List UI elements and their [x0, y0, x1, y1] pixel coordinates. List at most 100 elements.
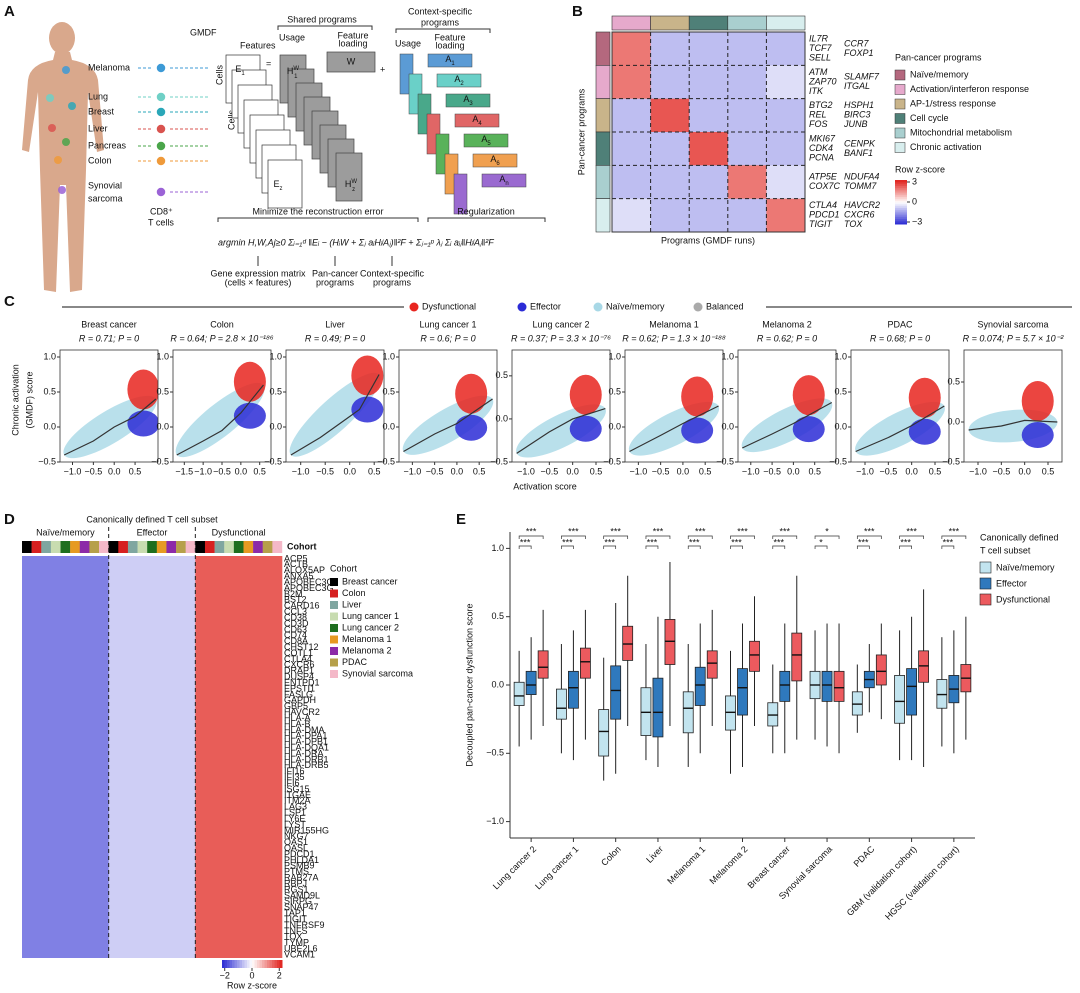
x-tick-label: −0.5: [879, 466, 897, 476]
y-tick-label: 1.0: [834, 351, 847, 361]
gene-label: SAMD9L: [284, 890, 320, 900]
colorbar-step: [895, 185, 907, 188]
trend-line: [855, 405, 945, 453]
bracket: [687, 545, 701, 549]
cell: [155, 91, 167, 103]
matrix-label: An: [499, 174, 508, 186]
cell: [155, 186, 167, 198]
heat-cell: [766, 198, 806, 233]
heat-cell: [612, 198, 651, 233]
x-tick-label: Lung cancer 2: [491, 844, 538, 891]
gene-label: ITGAL: [844, 81, 870, 91]
bracket: [518, 545, 532, 549]
legend-swatch: [979, 561, 992, 574]
colorbar-step: [249, 960, 253, 968]
heat-cell: [689, 98, 729, 133]
heat-cell: [727, 132, 767, 166]
matrix-label: A6: [490, 154, 500, 166]
legend-swatch: [330, 635, 338, 644]
column-bar: [650, 15, 690, 31]
axis-note: loading: [435, 40, 464, 50]
cohort-cell: [195, 541, 206, 553]
brace: [277, 25, 373, 30]
colorbar-step: [895, 211, 907, 214]
gene-label: SIRPG: [284, 896, 312, 906]
bracket: [856, 545, 870, 549]
legend-label: Naïve/memory: [606, 301, 665, 311]
chart-title: Canonically defined T cell subset: [86, 514, 218, 524]
significance: ***: [647, 537, 658, 547]
heat-cell: [650, 132, 690, 166]
legend-label: Liver: [342, 599, 362, 609]
subset-label: Naïve/memory: [36, 527, 95, 537]
y-tick-label: 1.0: [721, 351, 734, 361]
colorbar-step: [234, 960, 238, 968]
gene-label: SNAP47: [284, 902, 319, 912]
colorbar-step: [269, 960, 273, 968]
row-bar: [595, 131, 611, 166]
effector-cloud: [455, 414, 488, 441]
legend-marker: [409, 302, 419, 312]
x-tick-label: −1.0: [292, 466, 310, 476]
label-sub: z: [280, 186, 283, 192]
box: [580, 647, 591, 679]
body: [22, 52, 104, 292]
legend-swatch: [330, 612, 338, 621]
subplot-title: Melanoma 2: [762, 319, 812, 329]
x-tick-label: −1.0: [64, 466, 82, 476]
heat-cell: [612, 32, 651, 66]
point-cloud: [855, 377, 945, 456]
subplot-title: Breast cancer: [81, 319, 137, 329]
gene-label: REL: [809, 110, 827, 120]
legend-title: Cohort: [330, 563, 358, 573]
y-tick-label: 0.5: [947, 376, 960, 386]
gene-label: TOMM7: [844, 181, 877, 191]
x-tick-label: −1.0: [742, 466, 760, 476]
x-tick-label: −1.0: [194, 466, 212, 476]
matrix-label: HW 1: [287, 66, 300, 80]
gene-label: ATP5E: [808, 172, 838, 182]
plot-frame: [963, 349, 1063, 463]
group-label: Context-specific: [408, 6, 473, 16]
bracket: [561, 535, 586, 539]
gene-label: LAG3: [284, 802, 307, 812]
significance: ***: [949, 526, 960, 536]
trend-line: [290, 374, 380, 456]
box: [791, 632, 803, 682]
gene-label: DRAP1: [284, 666, 314, 676]
cd8-label: T cells: [148, 217, 174, 227]
legend-label: Effector: [530, 301, 561, 311]
gene-label: SLAMF7: [844, 72, 880, 82]
heat-cell: [689, 198, 729, 233]
gene-label: GAPDH: [284, 695, 316, 705]
gene-label: ZAP70: [808, 76, 837, 86]
label-sub: 2: [460, 81, 464, 87]
naive-cloud: [289, 372, 381, 457]
gene-label: IFI6: [284, 778, 300, 788]
box: [694, 666, 706, 706]
annotation: R = 0.62; P = 1.3 × 10⁻¹⁸⁸: [622, 333, 726, 343]
panel-letter: A: [4, 3, 15, 20]
colorbar-step: [895, 209, 907, 212]
gene-label: ALOX5AP: [284, 565, 325, 575]
gene-label: ACP5: [284, 553, 308, 563]
y-tick-label: −0.5: [151, 456, 169, 466]
tumor-site: [58, 186, 66, 194]
gene-label: TYMP: [284, 938, 309, 948]
x-tick-label: 0.0: [566, 466, 579, 476]
label-base: A: [463, 94, 469, 104]
legend-swatch: [330, 670, 338, 678]
y-tick-label: 0.0: [947, 416, 960, 426]
tumor-site: [46, 94, 54, 102]
y-axis-label: Decoupled pan-cancer dysfunction score: [464, 603, 474, 766]
label-base: A: [445, 54, 451, 64]
plot-frame: [59, 349, 159, 463]
gene-label: NKG7: [284, 831, 309, 841]
annotation: R = 0.68; P = 0: [870, 333, 930, 343]
dysfunctional-cloud: [792, 375, 825, 416]
gene-label: LYST: [284, 819, 306, 829]
x-tick-label: −0.5: [84, 466, 102, 476]
colorbar-step: [237, 960, 240, 968]
label-base: A: [481, 134, 487, 144]
matrix-label: HW z: [345, 179, 358, 193]
